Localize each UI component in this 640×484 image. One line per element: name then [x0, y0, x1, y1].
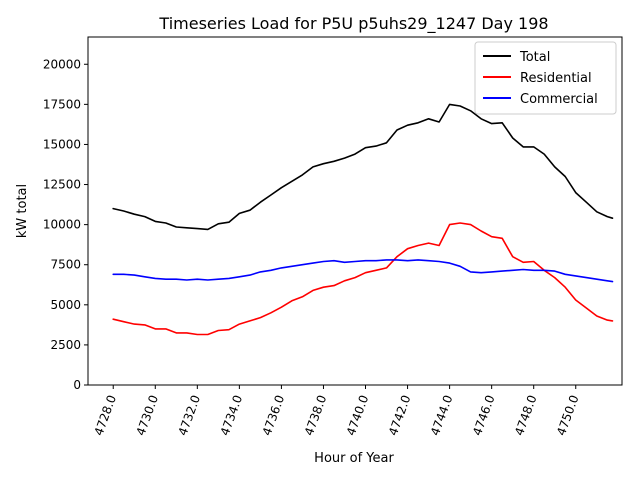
- x-tick-label: 4750.0: [554, 393, 582, 437]
- x-tick-label: 4748.0: [512, 393, 540, 437]
- legend-box: [474, 41, 617, 115]
- x-tick-label: 4728.0: [91, 393, 119, 437]
- chart-title: Timeseries Load for P5U p5uhs29_1247 Day…: [158, 14, 548, 34]
- x-axis: 4728.0 4730.0 4732.0 4734.0 4736.0 4738.0 4740…: [91, 385, 582, 437]
- x-tick-label: 4734.0: [218, 393, 246, 437]
- plot-frame: [87, 36, 623, 386]
- y-tick-label: 5000: [50, 298, 81, 312]
- y-tick-label: 10000: [43, 218, 81, 232]
- x-tick-label: 4738.0: [302, 393, 330, 437]
- x-tick-label: 4742.0: [386, 393, 414, 437]
- series-line-commercial: [112, 259, 614, 283]
- y-tick-label: 12500: [43, 178, 81, 192]
- x-tick-label: 4744.0: [428, 393, 456, 437]
- plot-lines: [112, 103, 614, 336]
- x-tick-label: 4746.0: [470, 393, 498, 437]
- series-line-residential: [112, 222, 614, 336]
- legend-label-residential: Residential: [520, 71, 592, 86]
- x-tick-label: 4736.0: [260, 393, 288, 437]
- legend-label-total: Total: [519, 50, 550, 65]
- y-tick-label: 0: [73, 378, 81, 392]
- y-axis-label: kW total: [15, 184, 30, 238]
- x-tick-label: 4730.0: [134, 393, 162, 437]
- legend: Total Residential Commercial: [474, 41, 617, 115]
- legend-label-commercial: Commercial: [520, 92, 598, 107]
- y-axis: 0 2500 5000 7500 10000 12500 15000 17500 20000: [43, 57, 88, 392]
- y-tick-label: 15000: [43, 137, 81, 151]
- series-line-total: [112, 103, 614, 231]
- y-tick-label: 7500: [50, 258, 81, 272]
- y-tick-label: 17500: [43, 97, 81, 111]
- y-tick-label: 20000: [43, 57, 81, 71]
- x-axis-label: Hour of Year: [314, 451, 394, 466]
- x-tick-label: 4732.0: [176, 393, 204, 437]
- y-tick-label: 2500: [50, 338, 81, 352]
- x-tick-label: 4740.0: [344, 393, 372, 437]
